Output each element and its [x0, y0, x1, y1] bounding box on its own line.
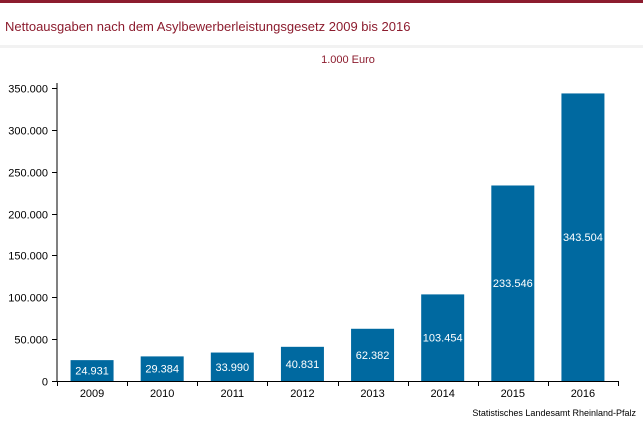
- bar: [491, 185, 535, 381]
- y-tick-label: 350.000: [8, 84, 48, 96]
- bar: [70, 360, 114, 381]
- bar: [280, 346, 324, 381]
- y-tick-label: 100.000: [8, 293, 48, 305]
- x-tick-label: 2010: [150, 388, 174, 400]
- data-label: 62.382: [356, 350, 390, 362]
- x-tick-label: 2015: [501, 388, 525, 400]
- data-label: 40.831: [286, 359, 320, 371]
- x-tick-label: 2009: [80, 388, 104, 400]
- bar: [561, 93, 605, 381]
- bar: [351, 328, 395, 381]
- x-tick-label: 2011: [220, 388, 244, 400]
- y-tick-label: 200.000: [8, 210, 48, 222]
- data-label: 343.504: [563, 232, 603, 244]
- y-tick-label: 150.000: [8, 251, 48, 263]
- data-label: 103.454: [423, 333, 463, 345]
- bar: [140, 356, 184, 381]
- x-tick-label: 2013: [360, 388, 384, 400]
- x-tick-label: 2014: [430, 388, 454, 400]
- title-bar: Nettoausgaben nach dem Asylbewerberleist…: [0, 3, 643, 45]
- y-tick-label: 0: [42, 377, 48, 389]
- data-label: 33.990: [215, 362, 249, 374]
- data-label: 233.546: [493, 278, 533, 290]
- accent-rule: [0, 0, 643, 3]
- bar: [210, 352, 254, 381]
- x-tick-label: 2016: [571, 388, 595, 400]
- unit-label: 1.000 Euro: [321, 54, 375, 66]
- y-tick-label: 50.000: [14, 335, 48, 347]
- bar: [421, 294, 465, 381]
- data-label: 29.384: [145, 364, 179, 376]
- x-tick-label: 2012: [290, 388, 314, 400]
- y-tick-label: 250.000: [8, 168, 48, 180]
- source-label: Statistisches Landesamt Rheinland-Pfalz: [472, 408, 636, 418]
- y-tick-label: 300.000: [8, 126, 48, 138]
- data-label: 24.931: [75, 366, 109, 378]
- chart-title: Nettoausgaben nach dem Asylbewerberleist…: [5, 19, 411, 34]
